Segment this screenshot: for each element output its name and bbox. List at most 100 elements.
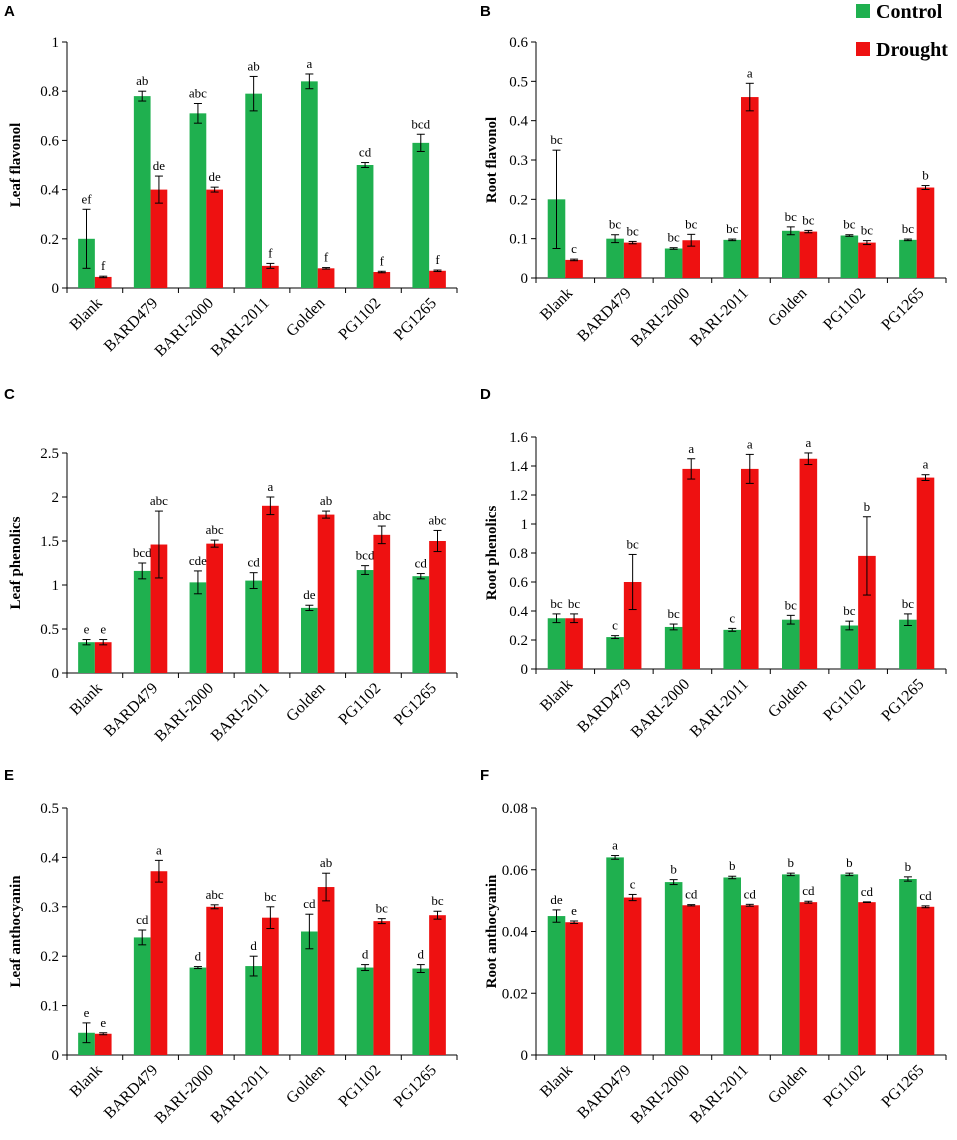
bar-a-control — [356, 165, 374, 288]
bar-f-drought — [623, 897, 642, 1055]
sig-label-f: cd — [802, 883, 815, 898]
y-tick-label-c: 0 — [52, 666, 60, 682]
sig-label-c: abc — [428, 512, 446, 527]
sig-label-e: d — [362, 947, 369, 962]
sig-label-a: f — [101, 258, 106, 273]
bar-e-drought — [150, 871, 168, 1055]
x-tick-label-e: Golden — [283, 1062, 328, 1107]
bar-d-drought — [916, 477, 935, 669]
sig-label-f: cd — [919, 888, 932, 903]
sig-label-f: c — [630, 876, 636, 891]
sig-label-a: abc — [189, 86, 207, 101]
sig-label-b: bc — [685, 216, 698, 231]
y-tick-label-d: 1.2 — [509, 488, 528, 504]
legend-label-drought: Drought — [876, 39, 948, 61]
y-tick-label-e: 0 — [52, 1048, 60, 1064]
bar-c-drought — [94, 642, 112, 673]
sig-label-b: bc — [627, 223, 640, 238]
bar-c-drought — [429, 541, 446, 673]
x-tick-label-a: BARD479 — [101, 295, 161, 355]
sig-label-d: a — [747, 436, 753, 451]
bar-b-control — [723, 239, 741, 278]
bar-f-control — [664, 882, 683, 1055]
bar-b-drought — [799, 231, 818, 278]
y-tick-label-c: 0.5 — [40, 622, 59, 638]
sig-label-c: e — [84, 622, 90, 637]
bar-f-drought — [916, 906, 935, 1055]
sig-label-d: b — [864, 499, 871, 514]
sig-label-a: de — [153, 158, 166, 173]
bar-b-control — [782, 230, 800, 278]
bar-e-control — [356, 967, 374, 1055]
sig-label-f: cd — [744, 886, 757, 901]
sig-label-c: abc — [206, 522, 224, 537]
sig-label-f: b — [670, 862, 677, 877]
sig-label-e: e — [100, 1015, 106, 1030]
y-tick-label-d: 0.4 — [509, 604, 528, 620]
y-tick-label-e: 0.4 — [40, 850, 59, 866]
y-tick-label-a: 0.8 — [40, 84, 59, 100]
x-tick-label-b: PG1265 — [878, 285, 927, 334]
bar-d-drought — [741, 468, 759, 669]
x-tick-label-a: BARI-2011 — [208, 295, 273, 360]
bar-d-drought — [858, 555, 876, 669]
sig-label-e: abc — [206, 887, 224, 902]
x-tick-label-d: BARI-2000 — [628, 676, 693, 741]
sig-label-f: cd — [861, 884, 874, 899]
y-tick-label-e: 0.5 — [40, 801, 59, 817]
sig-label-c: bcd — [133, 545, 152, 560]
y-axis-title-b: Root flavonol — [484, 117, 500, 203]
x-tick-label-b: Golden — [765, 285, 810, 330]
bar-e-control — [133, 937, 151, 1055]
x-tick-label-b: PG1102 — [820, 285, 869, 334]
sig-label-e: cd — [303, 896, 316, 911]
sig-label-e: e — [84, 1005, 90, 1020]
legend: Control Drought — [856, 1, 948, 61]
sig-label-e: bc — [264, 889, 277, 904]
bar-e-drought — [94, 1033, 112, 1055]
x-tick-label-d: Golden — [765, 676, 810, 721]
sig-label-d: a — [688, 441, 694, 456]
bar-e-control — [301, 931, 318, 1055]
sig-label-e: d — [250, 938, 257, 953]
sig-label-b: bc — [609, 217, 622, 232]
y-axis-title-f: Root anthocyanin — [484, 874, 500, 988]
bar-a-drought — [94, 276, 112, 288]
bar-c-drought — [262, 505, 279, 673]
sig-label-b: bc — [668, 230, 681, 245]
sig-label-f: b — [846, 855, 853, 870]
sig-label-f: de — [550, 892, 563, 907]
sig-label-f: cd — [685, 887, 698, 902]
sig-label-b: bc — [802, 212, 815, 227]
bar-d-drought — [623, 582, 642, 669]
sig-label-a: f — [380, 253, 385, 268]
bar-d-control — [840, 625, 859, 669]
y-tick-label-f: 0.02 — [502, 986, 528, 1002]
bar-e-drought — [373, 921, 391, 1055]
bar-e-drought — [262, 917, 279, 1055]
x-tick-label-f: PG1265 — [878, 1062, 927, 1111]
sig-label-e: d — [418, 947, 425, 962]
bar-a-control — [301, 81, 318, 288]
sig-label-e: a — [156, 842, 162, 857]
y-tick-label-f: 0.06 — [502, 863, 529, 879]
x-tick-label-a: Golden — [283, 295, 328, 340]
sig-label-b: bc — [902, 221, 915, 236]
bar-b-control — [899, 239, 917, 278]
y-tick-label-b: 0.5 — [509, 74, 528, 90]
bar-e-control — [245, 966, 262, 1055]
bar-c-control — [412, 576, 430, 673]
sig-label-d: bc — [785, 597, 798, 612]
sig-label-b: bc — [843, 217, 856, 232]
bar-c-drought — [373, 534, 391, 673]
sig-label-b: bc — [726, 221, 739, 236]
sig-label-d: bc — [568, 596, 581, 611]
y-axis-title-e: Leaf anthocyanin — [8, 875, 24, 988]
x-tick-label-c: PG1265 — [391, 680, 440, 729]
panel-letter-f: F — [480, 767, 489, 784]
sig-label-e: bc — [431, 893, 444, 908]
y-tick-label-b: 0.2 — [509, 192, 528, 208]
y-tick-label-f: 0.04 — [502, 925, 529, 941]
x-tick-label-e: PG1265 — [391, 1062, 440, 1111]
panel-letter-c: C — [4, 386, 15, 403]
